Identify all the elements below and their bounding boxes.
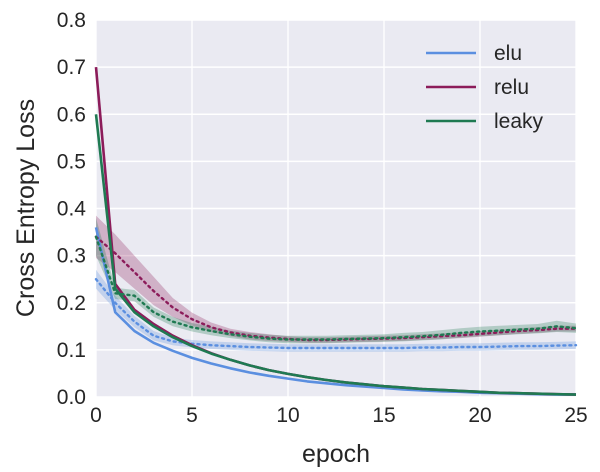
series-lines (94, 66, 578, 396)
legend: elu relu leaky (426, 42, 544, 133)
legend-label-leaky: leaky (494, 110, 544, 133)
y-tick-label: 0.2 (57, 292, 86, 315)
x-tick-label: 15 (372, 404, 395, 427)
y-tick-label: 0.6 (57, 103, 86, 126)
y-tick-label: 0.8 (57, 9, 86, 32)
elu-validation-band (96, 269, 576, 352)
y-tick-labels: 0.0 0.1 0.2 0.3 0.4 0.5 0.6 0.7 0.8 (57, 9, 87, 409)
relu-validation-line (94, 235, 578, 342)
y-tick-label: 0.4 (57, 198, 87, 221)
legend-label-elu: elu (494, 42, 522, 65)
x-tick-labels: 0 5 10 15 20 25 (90, 404, 588, 427)
elu-validation-line (94, 278, 578, 350)
y-tick-label: 0.1 (57, 339, 86, 362)
x-tick-label: 25 (564, 404, 587, 427)
y-tick-label: 0.5 (57, 150, 86, 173)
grid-lines (95, 19, 577, 398)
validation-bands (96, 215, 576, 352)
leaky-validation-band (96, 217, 576, 344)
x-tick-label: 20 (468, 404, 491, 427)
leaky-train-line (94, 114, 577, 396)
y-tick-label: 0.7 (57, 56, 86, 79)
relu-validation-band (96, 215, 576, 343)
x-tick-label: 0 (90, 404, 102, 427)
y-tick-label: 0.0 (57, 386, 86, 409)
x-tick-label: 5 (186, 404, 198, 427)
leaky-validation-line (94, 235, 578, 341)
x-tick-label: 10 (276, 404, 299, 427)
y-tick-label: 0.3 (57, 245, 86, 268)
x-axis-label: epoch (302, 440, 370, 468)
legend-label-relu: relu (494, 76, 529, 99)
y-axis-label: Cross Entropy Loss (12, 99, 40, 317)
